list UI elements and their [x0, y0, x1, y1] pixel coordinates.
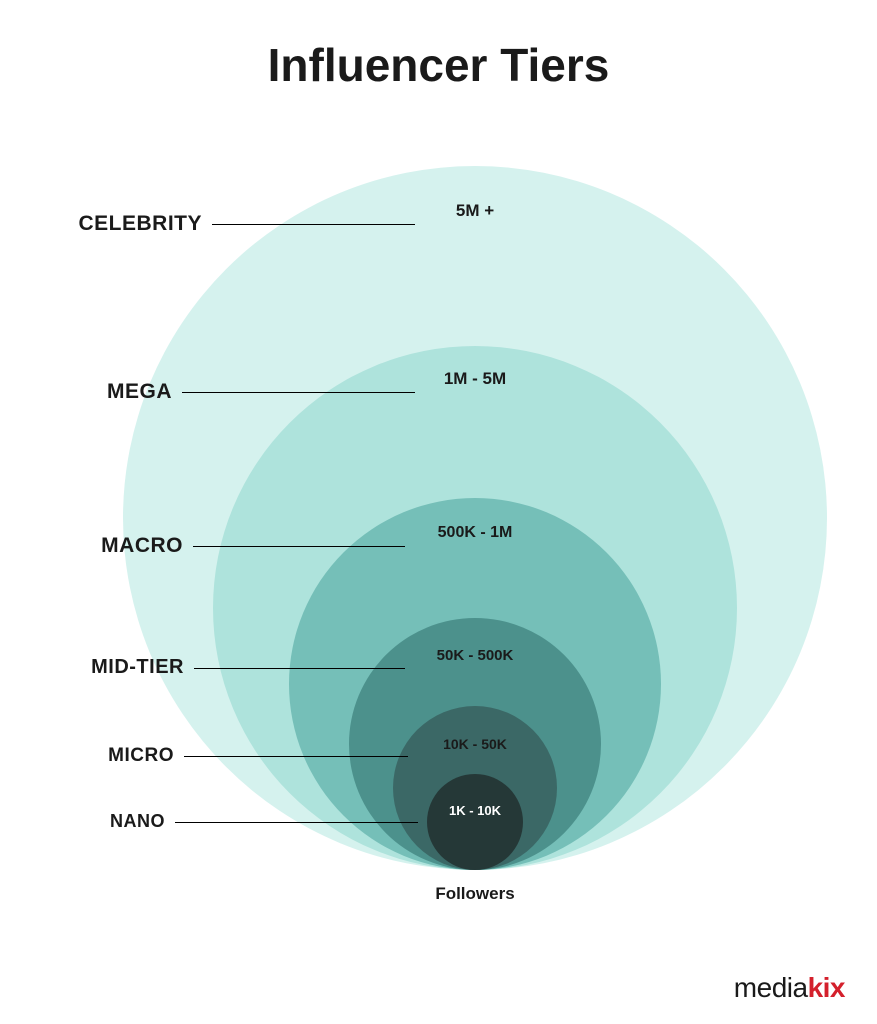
connector-micro [184, 756, 408, 757]
tier-value-nano: 1K - 10K [449, 803, 501, 818]
tier-value-macro: 500K - 1M [438, 524, 513, 542]
connector-macro [193, 546, 405, 547]
brand-text-normal: media [734, 972, 808, 1003]
connector-nano [175, 822, 418, 823]
tier-value-mid-tier: 50K - 500K [437, 647, 514, 664]
tier-circle-nano [427, 774, 523, 870]
tier-label-micro: MICRO [108, 745, 174, 767]
axis-label-followers: Followers [435, 884, 514, 904]
tier-label-celebrity: CELEBRITY [78, 212, 202, 236]
tier-value-micro: 10K - 50K [443, 736, 507, 752]
tier-value-mega: 1M - 5M [444, 369, 506, 389]
tier-label-mega: MEGA [107, 380, 172, 404]
tier-label-nano: NANO [110, 811, 165, 832]
chart-container: CELEBRITY 5M + MEGA 1M - 5M MACRO 500K - 1M MI… [0, 0, 877, 1024]
connector-celebrity [212, 224, 415, 225]
connector-mega [182, 392, 415, 393]
brand-logo: mediakix [734, 972, 845, 1004]
connector-mid-tier [194, 668, 405, 669]
tier-label-mid-tier: MID-TIER [91, 656, 184, 679]
brand-text-accent: kix [808, 972, 845, 1003]
tier-label-macro: MACRO [101, 534, 183, 558]
tier-value-celebrity: 5M + [456, 201, 494, 221]
